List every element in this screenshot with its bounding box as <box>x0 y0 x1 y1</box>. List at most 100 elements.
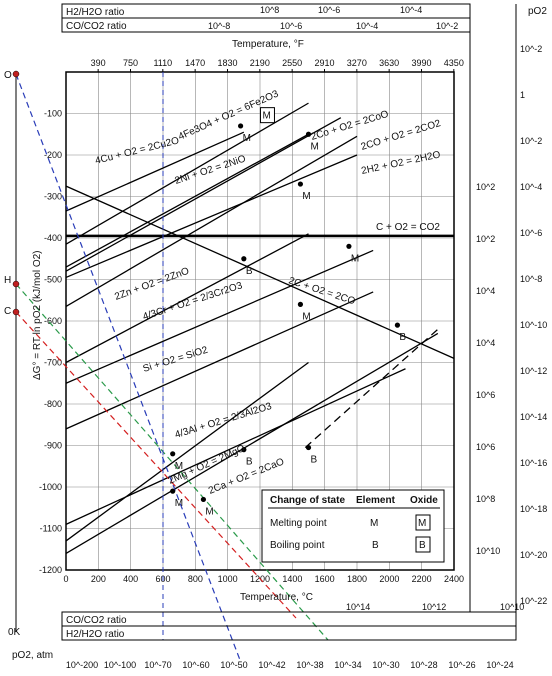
bottom-po2-tick: 10^-24 <box>486 660 513 670</box>
legend-header-oxide: Oxide <box>410 495 438 506</box>
reaction-line <box>65 332 439 554</box>
f-tick-label: 3990 <box>411 58 431 68</box>
po2-bottom-label: pO2, atm <box>12 650 53 661</box>
x-tick-label: 1400 <box>282 574 302 584</box>
y-tick-label: -100 <box>44 109 62 119</box>
reaction-line <box>65 233 309 364</box>
x-tick-label: 2000 <box>379 574 399 584</box>
reaction-line <box>65 291 374 430</box>
reaction-labels: 4Cu + O2 = 2Cu2O 4Fe3O4 + O2 = 6Fe2O3 2C… <box>94 88 442 496</box>
top-co-tick: 10^-4 <box>356 21 378 31</box>
phase-change-dot <box>238 123 244 129</box>
reaction-line <box>65 249 374 384</box>
right-po2-tick: 10^-22 <box>520 596 547 606</box>
label-si: Si + O2 = SiO2 <box>142 345 210 375</box>
bottom-scales: Temperature, °C CO/CO2 ratio H2/H2O rati… <box>12 592 524 661</box>
reaction-line <box>65 368 406 525</box>
legend-boiling-oxide-box <box>415 536 431 553</box>
bottom-po2-tick: 10^-50 <box>220 660 247 670</box>
right-po2-tick: 10^-8 <box>520 274 542 284</box>
y-tick-label: -900 <box>44 441 62 451</box>
y-tick-label: -1100 <box>40 524 62 534</box>
top-co-ratio-label: CO/CO2 ratio <box>66 21 127 32</box>
phase-change-letter: M <box>175 498 183 509</box>
right-po2-tick: 10^-20 <box>520 550 547 560</box>
reaction-line <box>65 131 245 212</box>
label-zn: 2Zn + O2 = 2ZnO <box>113 266 191 303</box>
phase-change-letter: M <box>175 461 183 472</box>
x-tick-label: 2400 <box>444 574 464 584</box>
legend-header-element: Element <box>356 495 396 506</box>
origin-c-label: C <box>4 306 11 317</box>
label-h2: 2H2 + O2 = 2H2O <box>360 149 441 177</box>
bottom-po2-tick: 10^-200 <box>66 660 98 670</box>
right-co-ratio-tick: 10^4 <box>476 338 495 348</box>
po2-top-label: pO2 <box>528 6 547 17</box>
green-nomogram-line <box>15 283 329 641</box>
top-h2-tick: 10^8 <box>260 5 279 15</box>
bottom-po2-tick: 10^-28 <box>410 660 437 670</box>
fahrenheit-axis-title: Temperature, °F <box>232 39 304 50</box>
right-po2-tick: 10^-6 <box>520 228 542 238</box>
right-co-ratio-tick: 10^10 <box>476 546 500 556</box>
right-po2-tick: 10^-2 <box>520 44 542 54</box>
phase-change-dot <box>305 131 312 137</box>
origin-o-label: O <box>4 70 12 81</box>
phase-change-dot <box>297 181 304 187</box>
grid <box>65 72 455 571</box>
phase-change-letter: B <box>246 457 253 468</box>
x-tick-label: 1800 <box>347 574 367 584</box>
red-nomogram-line <box>15 311 297 619</box>
oxide-melting-box <box>259 107 275 124</box>
phase-change-dot <box>241 256 247 262</box>
x-tick-label: 2200 <box>412 574 432 584</box>
y-tick-label: -400 <box>44 233 62 243</box>
phase-change-letter: M <box>311 141 319 152</box>
bottom-po2-tick: 10^-100 <box>104 660 136 670</box>
legend-header-change: Change of state <box>270 495 345 506</box>
x-tick-label: 1000 <box>218 574 238 584</box>
right-co-ratio-tick: 10^6 <box>476 442 495 452</box>
axis-ticks: 0200400600800100012001400160018002000220… <box>39 44 547 670</box>
label-c-co: 2C + O2 = 2CO <box>287 275 357 307</box>
phase-change-dot <box>200 496 207 503</box>
label-al: 4/3Al + O2 = 2/3Al2O3 <box>174 401 274 441</box>
x-tick-label: 800 <box>188 574 203 584</box>
co-ratio-bar-bottom <box>61 611 517 627</box>
reaction-line <box>65 361 309 542</box>
legend-melting-label: Melting point <box>270 518 327 529</box>
reaction-lines <box>65 102 455 554</box>
phase-change-dot <box>170 451 176 457</box>
y-tick-label: -500 <box>44 275 62 285</box>
zero-kelvin-label: 0K <box>8 627 21 638</box>
nomogram-lines <box>15 72 329 661</box>
f-tick-label: 1110 <box>153 58 172 68</box>
bottom-po2-tick: 10^-26 <box>448 660 475 670</box>
f-tick-label: 390 <box>91 58 106 68</box>
oxide-melting-letter: M <box>262 111 270 122</box>
legend-box <box>261 489 445 563</box>
f-tick-label: 2190 <box>250 58 270 68</box>
right-co-ratio-tick: 10^2 <box>476 234 495 244</box>
x-tick-label: 400 <box>123 574 138 584</box>
y-tick-label: -1000 <box>39 482 62 492</box>
legend-boiling-label: Boiling point <box>270 540 325 551</box>
reaction-line <box>65 102 309 245</box>
blue-nomogram-line <box>15 73 241 661</box>
x-tick-label: 200 <box>91 574 106 584</box>
origin-labels: O H C 0K <box>4 70 21 638</box>
f-tick-label: 1830 <box>217 58 237 68</box>
phase-change-letter: M <box>302 311 310 322</box>
phase-change-letter: B <box>311 455 318 466</box>
top-co-tick: 10^-8 <box>208 21 230 31</box>
phase-change-dot <box>305 444 312 451</box>
phase-change-letter: B <box>399 332 406 343</box>
bottom-co-tick: 10^10 <box>500 602 524 612</box>
y-tick-label: -300 <box>44 192 62 202</box>
right-po2-tick: 10^-16 <box>520 458 547 468</box>
phase-change-letter: M <box>205 506 213 517</box>
legend-boiling-oxide: B <box>419 540 426 551</box>
bottom-h2-ratio-label: H2/H2O ratio <box>66 629 125 640</box>
